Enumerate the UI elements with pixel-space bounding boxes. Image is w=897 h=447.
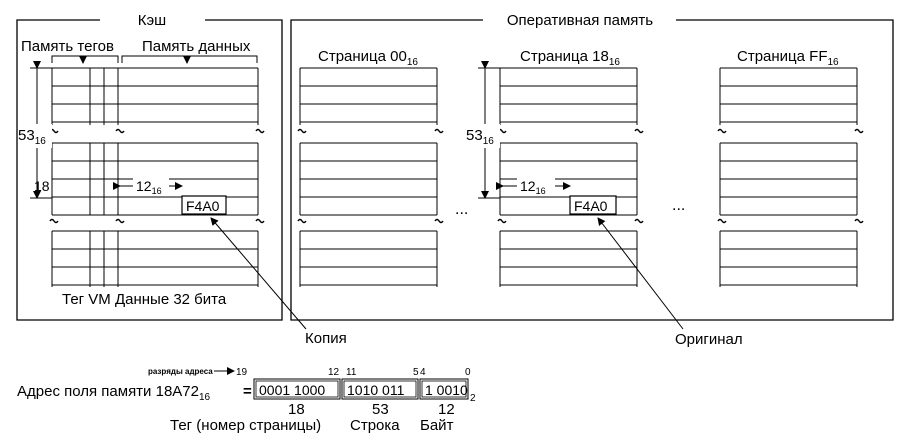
bit-11: 11	[346, 367, 357, 378]
break-mark	[297, 128, 307, 134]
page-ff-label: Страница FF16	[737, 48, 839, 68]
break-mark	[497, 218, 507, 224]
original-callout-arrow	[597, 217, 684, 330]
break-mark	[255, 218, 265, 224]
tag-memory-brace	[51, 55, 119, 63]
cache-table-segment	[51, 67, 259, 125]
break-mark	[434, 128, 444, 134]
data-memory-label: Память данных	[142, 38, 251, 55]
cache-bottom-label: Тег VM Данные 32 бита	[62, 291, 227, 308]
break-mark	[717, 128, 727, 134]
page-18-segment	[499, 142, 638, 216]
byte-field: 1 0010	[425, 382, 468, 398]
break-mark	[49, 218, 59, 224]
bit-0: 0	[465, 367, 471, 378]
page-height-label: 5316	[466, 127, 494, 147]
tag-value: 18	[288, 401, 305, 418]
address-breakdown: разряды адреса 19 12 11 5 4 0 Адрес поля…	[17, 367, 476, 434]
cache-table	[49, 67, 265, 287]
page-18-label: Страница 1816	[520, 48, 620, 68]
page-00-label: Страница 0016	[318, 48, 418, 68]
row-value: 53	[372, 401, 389, 418]
tag-field: 0001 1000	[259, 382, 325, 398]
bit-12: 12	[328, 367, 340, 378]
break-mark	[717, 218, 727, 224]
break-mark	[634, 218, 644, 224]
bit-5: 5	[413, 367, 419, 378]
page-cell-value: F4A0	[574, 198, 608, 214]
byte-field-box	[419, 378, 469, 400]
bit-19: 19	[236, 367, 248, 378]
break-mark	[255, 128, 265, 134]
ram-title: Оперативная память	[507, 12, 653, 29]
cache-height-label: 5316	[18, 127, 46, 147]
break-mark	[634, 128, 644, 134]
page-18-segment	[499, 230, 638, 287]
page-18-segment	[499, 67, 638, 125]
break-mark	[854, 218, 864, 224]
copy-label: Копия	[305, 330, 347, 347]
break-mark	[115, 218, 125, 224]
break-mark	[297, 218, 307, 224]
bits-caption: разряды адреса	[148, 367, 213, 376]
page-00-segment	[299, 230, 438, 287]
page-ff-segment	[719, 67, 858, 125]
page-00-segment	[299, 67, 438, 125]
address-label: Адрес поля памяти 18A7216	[17, 383, 211, 403]
page-00-table	[297, 67, 444, 287]
original-label: Оригинал	[675, 331, 743, 348]
cache-offset-label: 1216	[136, 178, 162, 196]
data-memory-brace	[121, 55, 258, 63]
ram-panel: Оперативная память Страница 0016 Страниц…	[290, 12, 894, 321]
cache-highlighted-cell	[181, 195, 227, 215]
tag-field-box	[253, 378, 341, 400]
ellipsis-right: ...	[672, 197, 685, 214]
row-field-box	[341, 378, 419, 400]
page-ff-segment	[719, 142, 858, 216]
page-ff-segment	[719, 230, 858, 287]
break-mark	[854, 128, 864, 134]
cache-cell-value: F4A0	[186, 198, 220, 214]
cache-table-segment	[51, 142, 259, 216]
break-mark	[115, 128, 125, 134]
row-field: 1010 011	[347, 382, 405, 398]
tag-memory-label: Память тегов	[21, 38, 114, 55]
binary-suffix: 2	[470, 393, 476, 404]
tag-caption: Тег (номер страницы)	[170, 417, 321, 434]
page-18-table	[497, 67, 644, 287]
equals-sign: =	[243, 383, 252, 400]
ellipsis-left: ...	[455, 201, 468, 218]
bit-4: 4	[420, 367, 426, 378]
cache-table-segment	[51, 230, 259, 287]
copy-callout-arrow	[210, 217, 307, 330]
page-00-segment	[299, 142, 438, 216]
page-ff-table	[717, 67, 864, 287]
break-mark	[434, 218, 444, 224]
cache-title: Кэш	[138, 12, 166, 29]
cache-tag-value: 18	[34, 178, 50, 194]
page-highlighted-cell	[569, 195, 617, 215]
cache-panel: Кэш Память тегов Память данных 5316 18 1…	[16, 12, 283, 321]
page-offset-label: 1216	[520, 178, 546, 196]
byte-caption: Байт	[420, 417, 454, 434]
row-caption: Строка	[350, 417, 400, 434]
byte-value: 12	[438, 401, 455, 418]
